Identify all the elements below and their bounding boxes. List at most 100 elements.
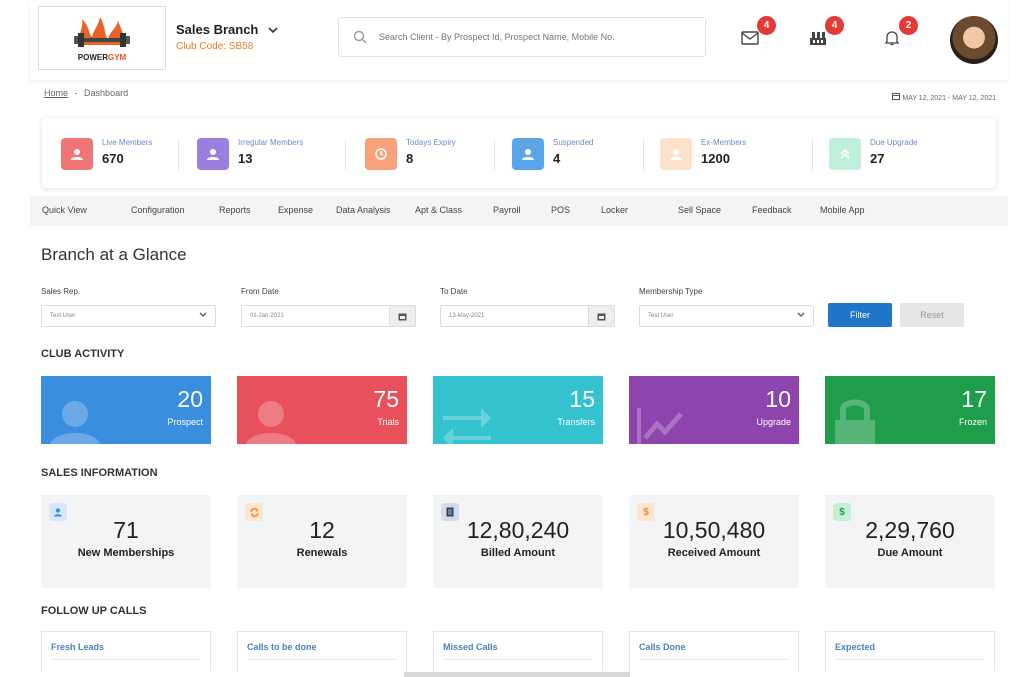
menu-mobile-app[interactable]: Mobile App [820, 205, 865, 215]
breadcrumb-home-link[interactable]: Home [44, 88, 69, 98]
divider [835, 659, 985, 660]
divider [443, 659, 593, 660]
menu-data-analysis[interactable]: Data Analysis [336, 205, 391, 215]
menu-configuration[interactable]: Configuration [131, 205, 185, 215]
to-date-label: To Date [440, 287, 468, 296]
stat-value: 4 [553, 151, 561, 166]
horizontal-scrollbar[interactable] [404, 672, 630, 677]
membership-type-label: Membership Type [639, 287, 703, 296]
document-icon [441, 503, 459, 521]
followup-card-expected[interactable]: Expected [825, 631, 995, 671]
to-date-field[interactable]: 13-May-2021 [440, 305, 615, 327]
page-title: Branch at a Glance [41, 245, 187, 264]
followup-card-missed-calls[interactable]: Missed Calls [433, 631, 603, 671]
branch-selector[interactable]: Sales Branch Club Code: SB58 [176, 22, 278, 52]
menu-sell-space[interactable]: Sell Space [678, 205, 722, 215]
club-code: Club Code: SB58 [176, 41, 254, 52]
client-search-box[interactable] [338, 17, 706, 57]
stat-ex-members[interactable]: Ex-Members 1200 [660, 138, 746, 170]
stat-live-members[interactable]: Live Members 670 [61, 138, 152, 170]
followup-card-fresh-leads[interactable]: Fresh Leads [41, 631, 211, 671]
divider [345, 140, 346, 170]
search-input[interactable] [379, 32, 679, 42]
stat-value: 8 [406, 151, 414, 166]
user-avatar[interactable] [950, 16, 998, 64]
from-date-label: From Date [241, 287, 279, 296]
activity-tile-upgrade[interactable]: 10 Upgrade [629, 376, 799, 444]
stat-todays-expiry[interactable]: Todays Expiry 8 [365, 138, 456, 170]
chevron-down-icon [797, 312, 805, 317]
activity-value: 75 [373, 386, 399, 412]
stat-label: Todays Expiry [406, 138, 456, 147]
date-range-picker[interactable]: MAY 12, 2021 - MAY 12, 2021 [892, 92, 996, 102]
followup-label: Expected [835, 642, 876, 652]
user-icon [49, 503, 67, 521]
calendar-icon[interactable] [588, 306, 614, 326]
sales-rep-label: Sales Rep. [41, 287, 81, 296]
dollar-icon: $ [637, 503, 655, 521]
followup-card-calls-to-be-done[interactable]: Calls to be done [237, 631, 407, 671]
membership-type-value: Test User [648, 313, 674, 319]
sales-rep-select[interactable]: Test User [41, 305, 216, 327]
dollar-icon: $ [833, 503, 851, 521]
chevron-down-icon[interactable] [268, 26, 278, 33]
notifications-button[interactable]: 2 [880, 16, 918, 50]
stat-value: 13 [238, 151, 253, 166]
sales-card-billed-amount[interactable]: 12,80,240 Billed Amount [433, 495, 603, 588]
chevron-down-icon [199, 312, 207, 317]
lock-icon [835, 399, 875, 444]
activity-tile-prospect[interactable]: 20 Prospect [41, 376, 211, 444]
sales-card-received-amount[interactable]: $ 10,50,480 Received Amount [629, 495, 799, 588]
stat-label: Suspended [553, 138, 594, 147]
from-date-field[interactable]: 01-Jan-2021 [241, 305, 416, 327]
menu-expense[interactable]: Expense [278, 205, 314, 215]
power-gym-logo[interactable]: POWERGYM [38, 6, 166, 70]
stat-suspended[interactable]: Suspended 4 [512, 138, 593, 170]
menu-pos[interactable]: POS [551, 205, 571, 215]
branches-button[interactable]: 4 [806, 16, 844, 50]
user-icon [512, 138, 544, 170]
sales-card-new-memberships[interactable]: 71 New Memberships [41, 495, 211, 588]
member-stats-strip: Live Members 670 Irregular Members 13 Toda… [42, 118, 996, 188]
sales-label: Received Amount [667, 547, 761, 559]
sales-information-heading: SALES INFORMATION [41, 467, 158, 479]
reset-button[interactable]: Reset [900, 303, 964, 327]
stat-due-upgrade[interactable]: Due Upgrade 27 [829, 138, 918, 170]
activity-tile-frozen[interactable]: 17 Frozen [825, 376, 995, 444]
activity-tile-transfers[interactable]: 15 Transfers [433, 376, 603, 444]
filter-button[interactable]: Filter [828, 303, 892, 327]
stat-label: Irregular Members [238, 138, 304, 147]
menu-locker[interactable]: Locker [601, 205, 629, 215]
membership-type-select[interactable]: Test User [639, 305, 814, 327]
sales-value: 2,29,760 [865, 517, 955, 543]
activity-tile-trials[interactable]: 75 Trials [237, 376, 407, 444]
divider [247, 659, 397, 660]
mail-button[interactable]: 4 [738, 16, 776, 50]
activity-label: Trials [377, 417, 399, 427]
calendar-icon[interactable] [389, 306, 415, 326]
sales-rep-value: Test User [50, 313, 76, 319]
follow-up-calls-heading: FOLLOW UP CALLS [41, 605, 147, 617]
followup-label: Calls Done [639, 642, 686, 652]
sales-card-due-amount[interactable]: $ 2,29,760 Due Amount [825, 495, 995, 588]
stat-label: Due Upgrade [870, 138, 918, 147]
followup-card-calls-done[interactable]: Calls Done [629, 631, 799, 671]
club-activity-heading: CLUB ACTIVITY [41, 348, 125, 360]
menu-apt-class[interactable]: Apt & Class [415, 205, 463, 215]
activity-label: Upgrade [756, 417, 791, 427]
stat-value: 1200 [701, 151, 730, 166]
stat-irregular-members[interactable]: Irregular Members 13 [197, 138, 303, 170]
menu-feedback[interactable]: Feedback [752, 205, 792, 215]
refresh-icon [245, 503, 263, 521]
stat-value: 670 [102, 151, 124, 166]
sales-value: 12,80,240 [466, 517, 570, 543]
menu-reports[interactable]: Reports [219, 205, 251, 215]
user-icon [660, 138, 692, 170]
menu-quick-view[interactable]: Quick View [42, 205, 87, 215]
divider [178, 140, 179, 170]
menu-payroll[interactable]: Payroll [493, 205, 521, 215]
logo-text: POWERGYM [77, 52, 127, 62]
divider [643, 140, 644, 170]
sales-card-renewals[interactable]: 12 Renewals [237, 495, 407, 588]
